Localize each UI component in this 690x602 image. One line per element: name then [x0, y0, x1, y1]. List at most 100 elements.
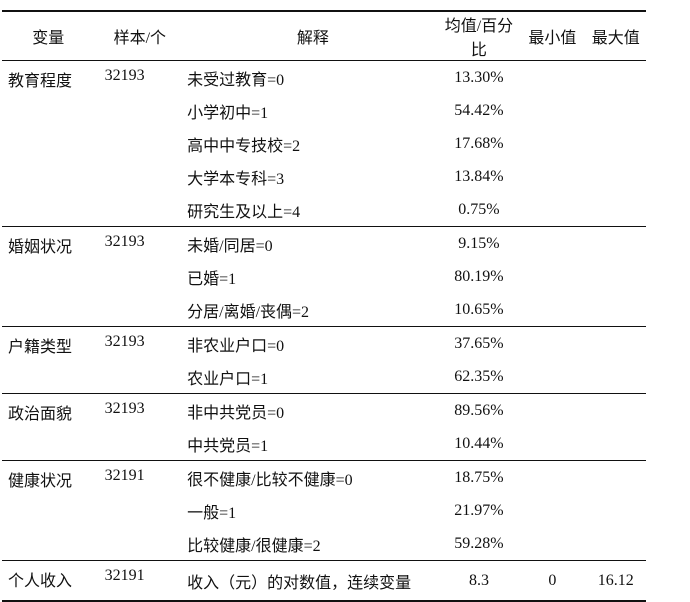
max-cell: [586, 360, 646, 394]
table-row: 高中中专技校=2 17.68%: [2, 127, 646, 160]
max-cell: [586, 94, 646, 127]
table-row: 农业户口=1 62.35%: [2, 360, 646, 394]
mean-percent-cell: 0.75%: [458, 200, 500, 218]
header-min: 最小值: [519, 10, 586, 61]
min-cell: [519, 227, 585, 261]
max-cell: [586, 494, 646, 527]
explanation-cell: 比较健康/很健康=2: [187, 537, 321, 555]
table-row: 一般=1 21.97%: [2, 494, 646, 527]
min-cell: [519, 461, 585, 495]
table-row: 大学本专科=3 13.84%: [2, 160, 646, 193]
min-cell: [519, 360, 585, 394]
min-cell: 0: [548, 571, 557, 589]
table-row: 已婚=1 80.19%: [2, 260, 646, 293]
min-cell: [519, 260, 585, 293]
sample-size: 32191: [104, 567, 145, 584]
mean-percent-cell: 13.30%: [454, 68, 504, 86]
header-explanation: 解释: [185, 10, 439, 61]
table-row: 小学初中=1 54.42%: [2, 94, 646, 127]
table-row: 户籍类型 32193 非农业户口=0 37.65%: [2, 327, 646, 361]
table-row: 中共党员=1 10.44%: [2, 427, 646, 461]
mean-percent-cell: 89.56%: [454, 401, 504, 419]
mean-percent-cell: 37.65%: [454, 334, 504, 352]
mean-percent-cell: 9.15%: [458, 234, 500, 252]
explanation-cell: 小学初中=1: [187, 104, 269, 122]
mean-percent-cell: 10.65%: [454, 300, 504, 318]
variable-group: 户籍类型 32193 非农业户口=0 37.65% 农业户口=1 62.35%: [2, 327, 646, 394]
max-cell: [586, 260, 646, 293]
min-cell: [519, 527, 585, 561]
table-row: 研究生及以上=4 0.75%: [2, 193, 646, 227]
mean-percent-cell: 62.35%: [454, 367, 504, 385]
mean-percent-cell: 18.75%: [454, 468, 504, 486]
max-cell: [586, 127, 646, 160]
explanation-cell: 农业户口=1: [187, 370, 269, 388]
explanation-cell: 非中共党员=0: [187, 404, 285, 422]
sample-size: 32193: [104, 67, 145, 84]
table-header: 变量 样本/个 解释 均值/百分比 最小值 最大值: [2, 10, 646, 61]
header-sample-size: 样本/个: [94, 10, 186, 61]
explanation-cell: 一般=1: [187, 504, 237, 522]
table-row: 比较健康/很健康=2 59.28%: [2, 527, 646, 561]
max-cell: [586, 61, 646, 95]
variable-group: 政治面貌 32193 非中共党员=0 89.56% 中共党员=1 10.44%: [2, 394, 646, 461]
variable-group: 个人收入 32191 收入（元）的对数值，连续变量 8.3 0 16.12: [2, 561, 646, 602]
explanation-cell: 未受过教育=0: [187, 71, 285, 89]
sample-size: 32193: [104, 400, 145, 417]
header-variable: 变量: [2, 10, 95, 61]
table-row: 政治面貌 32193 非中共党员=0 89.56%: [2, 394, 646, 428]
min-cell: [519, 94, 585, 127]
sample-size: 32193: [104, 233, 145, 250]
explanation-cell: 很不健康/比较不健康=0: [187, 471, 353, 489]
min-cell: [519, 160, 585, 193]
min-cell: [519, 494, 585, 527]
max-cell: [586, 461, 646, 495]
max-cell: [586, 527, 646, 561]
sample-size: 32191: [104, 467, 145, 484]
variable-name: 婚姻状况: [8, 239, 73, 256]
descriptive-statistics-table: 变量 样本/个 解释 均值/百分比 最小值 最大值 教育程度 32193 未受过教育…: [2, 10, 646, 602]
variable-name: 户籍类型: [8, 339, 73, 356]
explanation-cell: 分居/离婚/丧偶=2: [187, 303, 310, 321]
explanation-cell: 未婚/同居=0: [187, 237, 273, 255]
max-cell: [586, 227, 646, 261]
max-cell: [586, 394, 646, 428]
table-row: 个人收入 32191 收入（元）的对数值，连续变量 8.3 0 16.12: [2, 561, 646, 602]
mean-percent-cell: 10.44%: [454, 434, 504, 452]
min-cell: [519, 127, 585, 160]
table-row: 婚姻状况 32193 未婚/同居=0 9.15%: [2, 227, 646, 261]
mean-percent-cell: 54.42%: [454, 101, 504, 119]
explanation-cell: 大学本专科=3: [187, 170, 285, 188]
variable-name: 健康状况: [8, 473, 73, 490]
mean-percent-cell: 21.97%: [454, 501, 504, 519]
max-cell: [586, 193, 646, 227]
variable-name: 教育程度: [8, 73, 73, 90]
min-cell: [519, 327, 585, 361]
variable-group: 教育程度 32193 未受过教育=0 13.30% 小学初中=1 54.42% 高中中专技校…: [2, 61, 646, 227]
max-cell: [586, 327, 646, 361]
table-row: 分居/离婚/丧偶=2 10.65%: [2, 293, 646, 327]
explanation-cell: 已婚=1: [187, 270, 237, 288]
explanation-cell: 高中中专技校=2: [187, 137, 301, 155]
min-cell: [519, 394, 585, 428]
min-cell: [519, 193, 585, 227]
header-max: 最大值: [585, 10, 646, 61]
min-cell: [519, 293, 585, 327]
sample-size: 32193: [104, 333, 145, 350]
mean-percent-cell: 59.28%: [454, 534, 504, 552]
mean-percent-cell: 17.68%: [454, 134, 504, 152]
min-cell: [519, 427, 585, 461]
explanation-cell: 中共党员=1: [187, 437, 269, 455]
header-mean-percent: 均值/百分比: [438, 10, 520, 61]
explanation-cell: 非农业户口=0: [187, 337, 285, 355]
mean-percent-cell: 13.84%: [454, 167, 504, 185]
max-cell: [586, 293, 646, 327]
mean-percent-cell: 8.3: [468, 571, 489, 589]
table-row: 健康状况 32191 很不健康/比较不健康=0 18.75%: [2, 461, 646, 495]
explanation-cell: 研究生及以上=4: [187, 203, 301, 221]
summary-statistics-table-page: { "header": { "variable": "变量", "sample"…: [2, 10, 646, 601]
min-cell: [519, 61, 585, 95]
variable-group: 健康状况 32191 很不健康/比较不健康=0 18.75% 一般=1 21.97% 比较健…: [2, 461, 646, 561]
variable-name: 个人收入: [8, 573, 73, 590]
explanation-cell: 收入（元）的对数值，连续变量: [187, 574, 412, 592]
